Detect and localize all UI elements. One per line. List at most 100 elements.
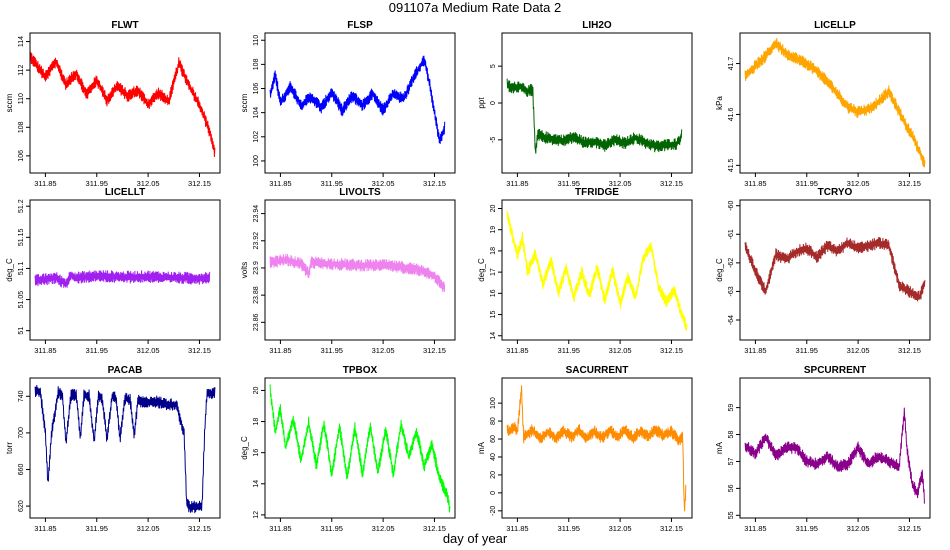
- x-tick-label: 312.15: [898, 346, 921, 355]
- panel-title: PACAB: [108, 365, 143, 376]
- plot-frame: [501, 377, 693, 519]
- x-tick-label: 312.05: [609, 346, 632, 355]
- y-tick-label: 23.88: [253, 286, 260, 304]
- y-tick-label: 55: [728, 511, 735, 519]
- x-tick-label: 312.05: [372, 524, 395, 533]
- panel-sacurrent: SACURRENT -20 0 20 40 60 80 100 mA 311.85 311.95 31…: [477, 365, 693, 533]
- y-tick-label: 14: [253, 480, 260, 488]
- x-tick-label: 311.85: [34, 524, 56, 533]
- data-line: [506, 385, 687, 512]
- x-tick-label: 312.05: [137, 179, 160, 188]
- panel-tpbox: TPBOX 12 14 16 18 20 deg_C 311.85 311.95 312.05 31…: [240, 365, 456, 533]
- plot-frame: [264, 377, 456, 519]
- x-tick-label: 312.05: [609, 524, 632, 533]
- panel-flwt: FLWT 106 108 110 112 114 sccm 311.85 311.95 312.0…: [5, 20, 221, 188]
- panel-pacab: PACAB 620 660 700 740 torr 311.85 311.95 312.05 3…: [5, 365, 221, 533]
- data-line: [744, 37, 926, 168]
- y-tick-label: 51.05: [18, 291, 25, 309]
- y-tick-label: 660: [18, 464, 25, 476]
- x-tick-label: 311.85: [744, 524, 766, 533]
- data-line: [506, 78, 683, 154]
- x-tick-label: 311.95: [796, 524, 818, 533]
- x-tick-label: 311.95: [321, 179, 343, 188]
- y-axis-label: deg_C: [477, 258, 486, 282]
- plot-frame: [264, 199, 456, 341]
- y-tick-label: 740: [18, 390, 25, 402]
- data-line: [269, 384, 451, 513]
- y-tick-label: 17: [490, 268, 497, 276]
- panel-flsp: FLSP 100 102 104 106 108 110 sccm 311.85 311.95 31…: [240, 20, 456, 188]
- y-tick-label: 57: [728, 457, 735, 465]
- y-axis-label: deg_C: [240, 436, 249, 460]
- y-tick-label: -63: [728, 286, 735, 296]
- panel-lih2o: LIH2O -5 0 5 ppt 311.85 311.95 312.05 312.15: [477, 20, 693, 188]
- data-line: [29, 50, 216, 158]
- x-tick-label: 311.85: [34, 346, 56, 355]
- x-tick-label: 312.05: [372, 346, 395, 355]
- x-tick-label: 311.85: [269, 524, 291, 533]
- data-line: [269, 253, 446, 293]
- x-tick-label: 311.95: [558, 346, 580, 355]
- y-tick-label: 620: [18, 500, 25, 512]
- x-tick-label: 312.15: [188, 524, 211, 533]
- y-tick-label: 16: [490, 289, 497, 297]
- y-tick-label: 18: [490, 247, 497, 255]
- x-tick-label: 311.85: [506, 524, 528, 533]
- panel-title: TFRIDGE: [575, 187, 619, 198]
- y-tick-label: -5: [490, 137, 497, 143]
- x-tick-label: 311.85: [34, 179, 56, 188]
- x-tick-label: 311.95: [558, 179, 580, 188]
- y-tick-label: 40: [490, 453, 497, 461]
- y-tick-label: 51.2: [18, 199, 25, 213]
- y-axis-label: ppt: [477, 97, 486, 109]
- x-tick-label: 312.15: [188, 346, 211, 355]
- plot-frame: [29, 199, 221, 341]
- y-tick-label: 80: [490, 417, 497, 425]
- y-tick-label: 112: [18, 64, 25, 75]
- y-tick-label: 110: [253, 35, 260, 46]
- x-tick-label: 312.05: [137, 346, 160, 355]
- panel-title: TCRYO: [818, 187, 853, 198]
- panel-licellp: LICELLP 41.5 41.6 41.7 kPa 311.85 311.95 312.05…: [715, 20, 931, 188]
- panel-spcurrent: SPCURRENT 55 56 57 58 59 mA 311.85 311.95 312.05 3…: [715, 365, 931, 533]
- y-tick-label: 58: [728, 431, 735, 439]
- x-tick-label: 311.95: [86, 179, 108, 188]
- y-tick-label: 56: [728, 484, 735, 492]
- y-tick-label: 16: [253, 449, 260, 457]
- y-tick-label: 5: [490, 64, 497, 68]
- y-axis-label: volts: [240, 262, 249, 278]
- y-tick-label: 104: [253, 107, 260, 119]
- x-tick-label: 311.95: [796, 179, 818, 188]
- panel-title: SACURRENT: [566, 365, 629, 376]
- panel-title: LICELLT: [105, 187, 145, 198]
- y-tick-label: 106: [253, 83, 260, 95]
- y-tick-label: 23.86: [253, 313, 260, 331]
- panel-title: LIH2O: [582, 20, 612, 31]
- data-line: [34, 385, 216, 514]
- panel-title: TPBOX: [343, 365, 378, 376]
- panel-title: FLSP: [347, 20, 373, 31]
- x-tick-label: 312.15: [423, 179, 446, 188]
- y-axis-label: sccm: [5, 93, 14, 112]
- x-tick-label: 312.05: [847, 524, 870, 533]
- x-tick-label: 311.85: [269, 179, 291, 188]
- data-line: [269, 55, 446, 144]
- panel-licellt: LICELLT 51 51.05 51.1 51.15 51.2 deg_C 311.85 31…: [5, 187, 221, 355]
- y-tick-label: 114: [18, 36, 25, 47]
- y-tick-label: 100: [490, 397, 497, 409]
- plot-frame: [739, 32, 931, 174]
- y-axis-label: kPa: [715, 96, 724, 110]
- x-tick-label: 311.85: [744, 179, 766, 188]
- y-tick-label: 108: [18, 121, 25, 133]
- panel-tcryo: TCRYO -64 -63 -62 -61 -60 deg_C 311.85 311.95 312…: [715, 187, 931, 355]
- x-tick-label: 311.95: [86, 524, 108, 533]
- data-line: [744, 237, 926, 302]
- panel-title: LIVOLTS: [339, 187, 381, 198]
- y-tick-label: -62: [728, 258, 735, 268]
- y-tick-label: -61: [728, 229, 735, 239]
- y-tick-label: 60: [490, 435, 497, 443]
- x-tick-label: 311.85: [506, 179, 528, 188]
- y-axis-label: deg_C: [5, 258, 14, 282]
- x-tick-label: 311.85: [744, 346, 766, 355]
